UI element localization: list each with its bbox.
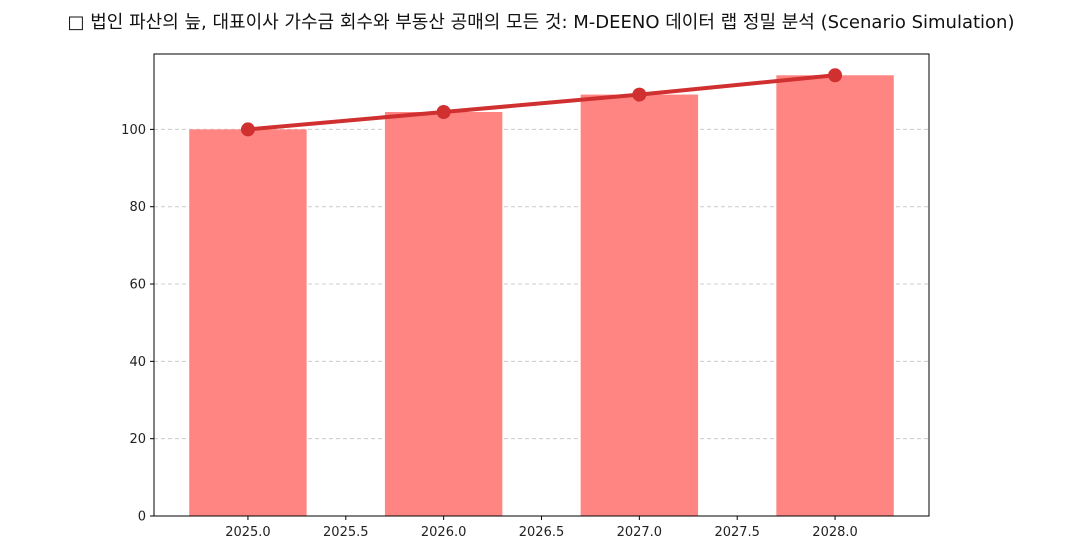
x-axis: 2025.0 2025.5 2026.0 2026.5 2027.0 2027.5 2028… bbox=[225, 516, 858, 540]
x-tick-label: 2026.0 bbox=[421, 525, 467, 540]
x-tick-label: 2026.5 bbox=[519, 525, 565, 540]
bar bbox=[580, 94, 699, 516]
y-tick-label: 100 bbox=[121, 123, 146, 138]
y-axis: 0 20 40 60 80 100 bbox=[121, 123, 154, 525]
y-tick-label: 80 bbox=[129, 200, 146, 215]
series-line bbox=[245, 73, 838, 132]
x-tick-label: 2025.0 bbox=[225, 525, 271, 540]
y-tick-label: 0 bbox=[138, 510, 146, 525]
chart-title: □ 법인 파산의 늪, 대표이사 가수금 회수와 부동산 공매의 모든 것: M… bbox=[67, 12, 1015, 33]
y-tick-label: 60 bbox=[129, 278, 146, 293]
y-tick-label: 40 bbox=[129, 355, 146, 370]
x-tick-label: 2025.5 bbox=[323, 525, 369, 540]
bar bbox=[776, 75, 894, 516]
line-point bbox=[436, 104, 451, 119]
bar bbox=[384, 111, 503, 516]
x-tick-label: 2027.5 bbox=[714, 525, 760, 540]
x-tick-label: 2028.0 bbox=[812, 525, 858, 540]
y-tick-label: 20 bbox=[129, 432, 146, 447]
line-series bbox=[240, 68, 843, 137]
line-point bbox=[240, 122, 255, 137]
line-point bbox=[632, 87, 647, 102]
bar-series bbox=[189, 75, 894, 517]
x-tick-label: 2027.0 bbox=[617, 525, 663, 540]
bar bbox=[189, 129, 307, 517]
line-point bbox=[828, 68, 843, 83]
